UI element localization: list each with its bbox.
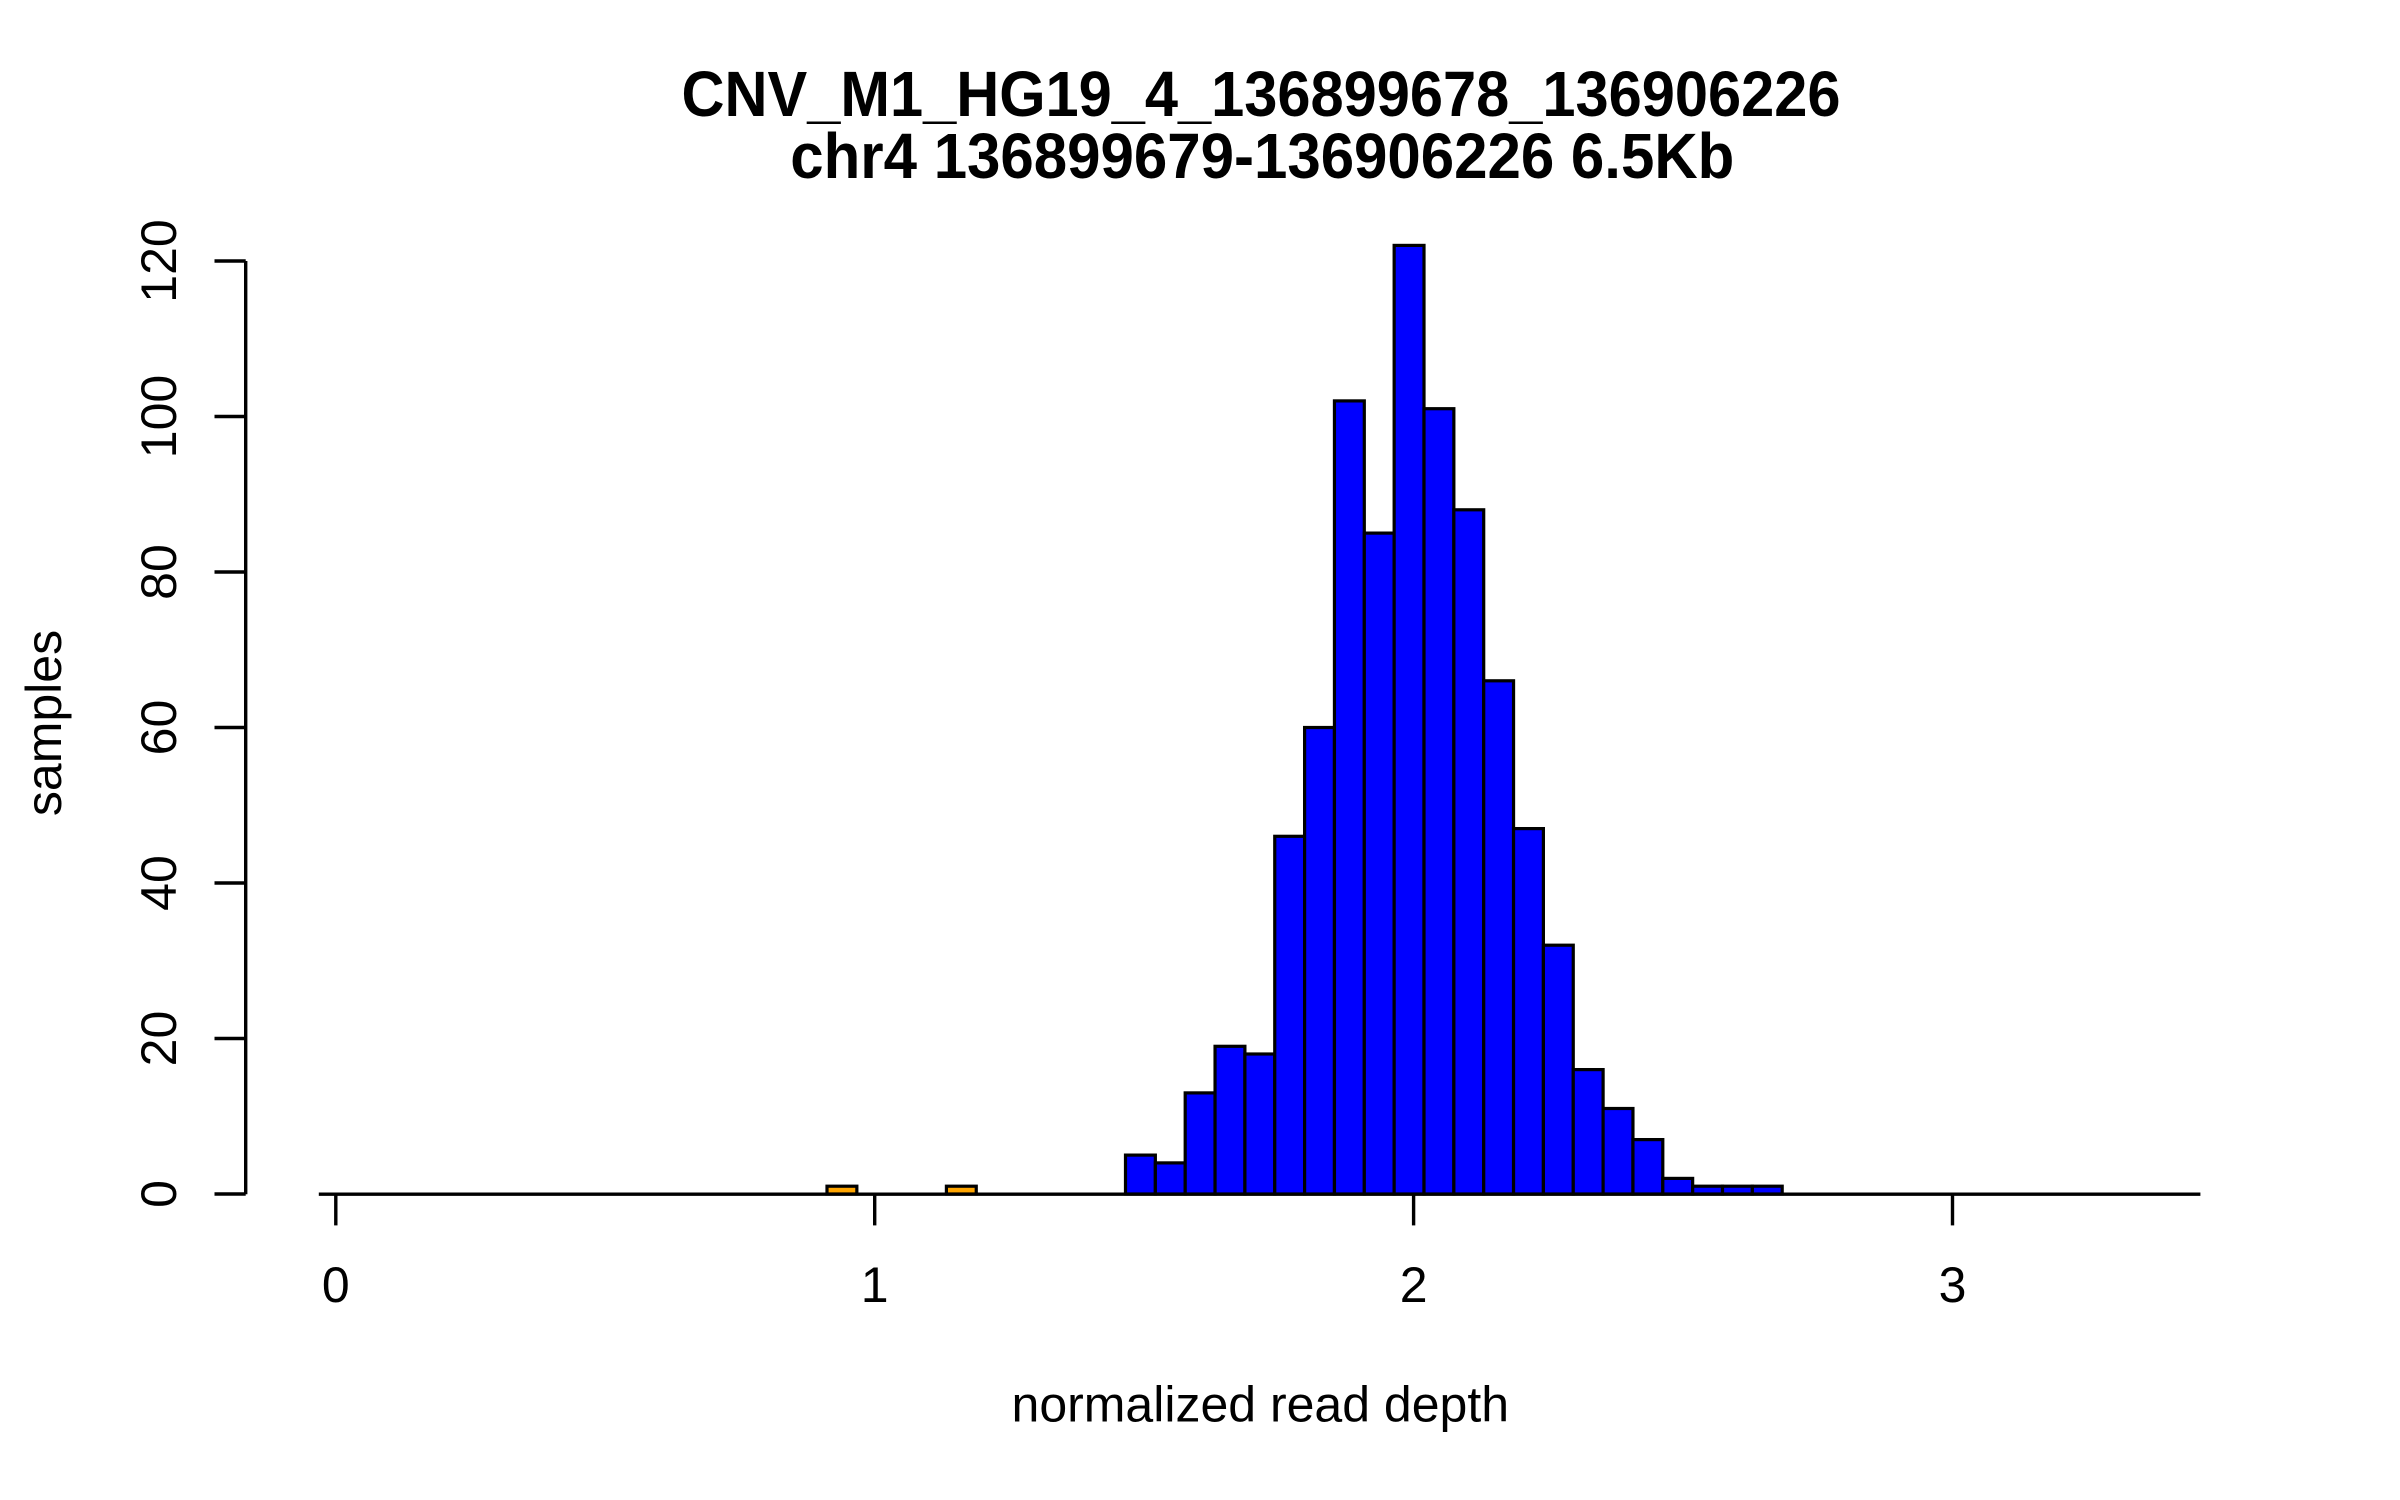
- svg-text:samples: samples: [16, 630, 72, 816]
- svg-text:normalized read depth: normalized read depth: [1012, 1377, 1510, 1433]
- svg-text:80: 80: [131, 544, 187, 600]
- svg-text:0: 0: [131, 1180, 187, 1208]
- svg-text:20: 20: [131, 1011, 187, 1067]
- svg-text:0: 0: [322, 1257, 350, 1313]
- svg-text:60: 60: [131, 700, 187, 756]
- svg-text:CNV_M1_HG19_4_136899678_136906: CNV_M1_HG19_4_136899678_136906226: [682, 58, 1841, 130]
- svg-text:1: 1: [861, 1257, 889, 1313]
- svg-text:chr4 136899679-136906226 6.5Kb: chr4 136899679-136906226 6.5Kb: [790, 120, 1734, 192]
- svg-text:40: 40: [131, 855, 187, 911]
- svg-text:120: 120: [131, 219, 187, 302]
- svg-text:2: 2: [1400, 1257, 1428, 1313]
- svg-text:100: 100: [131, 375, 187, 458]
- svg-text:3: 3: [1939, 1257, 1967, 1313]
